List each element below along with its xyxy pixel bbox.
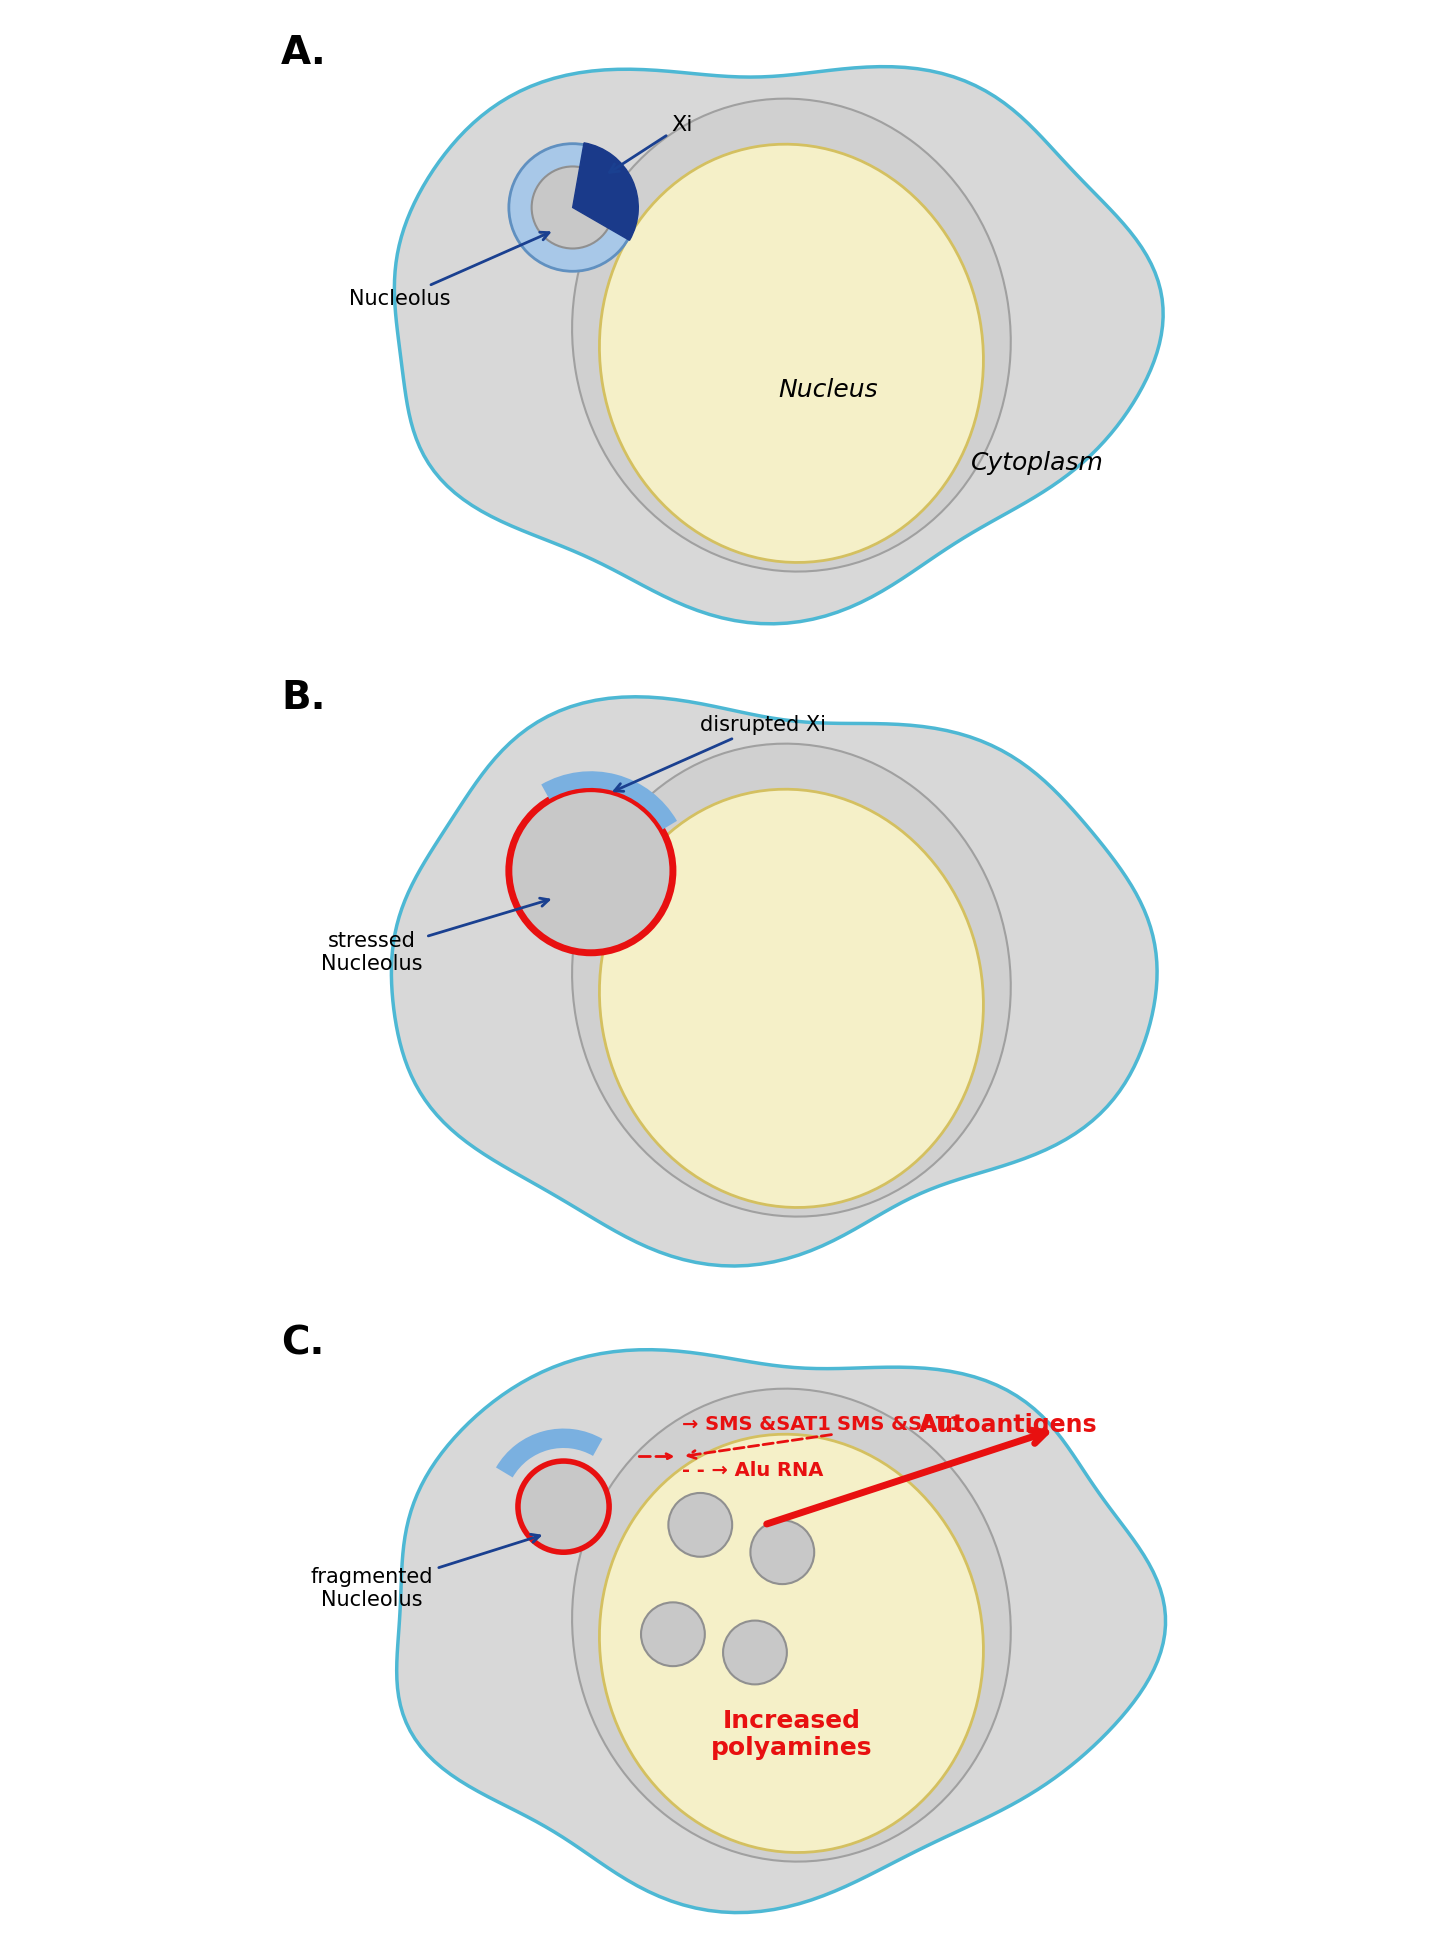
Text: Autoantigens: Autoantigens xyxy=(920,1412,1098,1437)
Text: stressed
Nucleolus: stressed Nucleolus xyxy=(322,897,549,975)
Circle shape xyxy=(723,1620,787,1684)
Text: C.: C. xyxy=(282,1324,325,1363)
Text: Nucleolus: Nucleolus xyxy=(349,233,549,309)
Text: - - → Alu RNA: - - → Alu RNA xyxy=(683,1460,823,1480)
Circle shape xyxy=(517,1460,609,1552)
Text: B.: B. xyxy=(282,680,325,717)
Circle shape xyxy=(509,788,673,954)
Circle shape xyxy=(641,1602,704,1666)
Text: A.: A. xyxy=(282,35,326,72)
Ellipse shape xyxy=(599,788,983,1208)
Ellipse shape xyxy=(599,1435,983,1853)
Circle shape xyxy=(750,1521,815,1585)
Text: SMS &SAT1: SMS &SAT1 xyxy=(688,1416,963,1458)
Polygon shape xyxy=(394,66,1163,623)
Text: disrupted Xi: disrupted Xi xyxy=(615,715,826,790)
Ellipse shape xyxy=(572,1389,1010,1862)
Text: Xi: Xi xyxy=(609,115,693,173)
Polygon shape xyxy=(397,1350,1165,1913)
Circle shape xyxy=(532,167,614,249)
Text: → SMS &SAT1: → SMS &SAT1 xyxy=(683,1416,831,1433)
Ellipse shape xyxy=(599,144,983,563)
Text: Nucleus: Nucleus xyxy=(777,379,878,402)
Ellipse shape xyxy=(572,99,1010,571)
Text: Increased
polyamines: Increased polyamines xyxy=(711,1709,872,1759)
Circle shape xyxy=(668,1493,733,1557)
Ellipse shape xyxy=(572,744,1010,1216)
Wedge shape xyxy=(573,144,638,241)
Text: Cytoplasm: Cytoplasm xyxy=(971,451,1104,474)
Text: fragmented
Nucleolus: fragmented Nucleolus xyxy=(310,1534,540,1610)
Circle shape xyxy=(509,144,637,272)
Polygon shape xyxy=(391,697,1157,1266)
